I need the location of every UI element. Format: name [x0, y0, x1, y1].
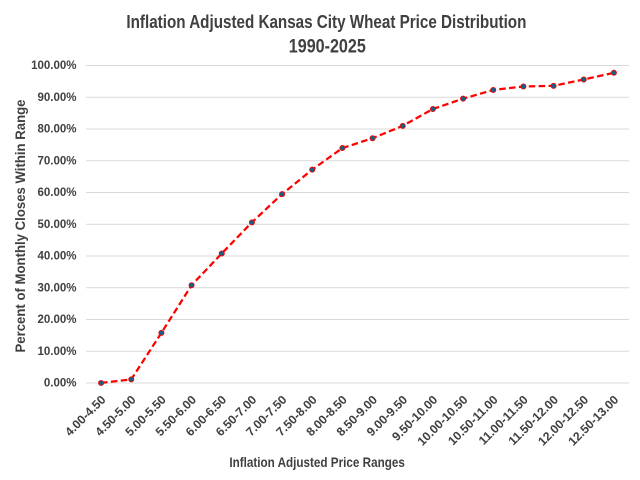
svg-text:0.00%: 0.00% — [44, 378, 77, 390]
svg-text:50.00%: 50.00% — [37, 219, 76, 231]
svg-text:Inflation Adjusted Kansas City: Inflation Adjusted Kansas City Wheat Pri… — [126, 12, 526, 32]
svg-text:20.00%: 20.00% — [37, 314, 76, 326]
svg-text:100.00%: 100.00% — [31, 60, 76, 72]
svg-text:Inflation Adjusted Price Range: Inflation Adjusted Price Ranges — [229, 454, 405, 470]
svg-text:1990-2025: 1990-2025 — [289, 36, 366, 57]
svg-text:10.00%: 10.00% — [37, 346, 76, 358]
svg-text:40.00%: 40.00% — [37, 251, 76, 263]
svg-text:80.00%: 80.00% — [37, 124, 76, 136]
svg-text:60.00%: 60.00% — [37, 187, 76, 199]
svg-text:Percent of Monthly Closes With: Percent of Monthly Closes Within Range — [12, 99, 28, 352]
svg-text:90.00%: 90.00% — [37, 92, 76, 104]
svg-text:30.00%: 30.00% — [37, 282, 76, 294]
svg-text:70.00%: 70.00% — [37, 155, 76, 167]
